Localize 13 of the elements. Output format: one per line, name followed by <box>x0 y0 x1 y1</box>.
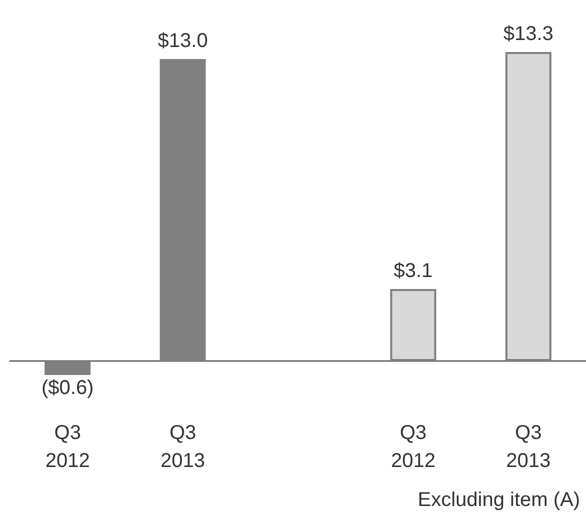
bar <box>390 289 436 362</box>
bar <box>44 361 91 375</box>
bar <box>160 58 206 362</box>
x-tick-label: Q3 2012 <box>45 422 90 472</box>
x-tick-label: Q3 2013 <box>160 422 206 472</box>
data-label: ($0.6) <box>41 377 94 399</box>
text: Excluding item (A) <box>418 489 580 511</box>
x-tick-label: Q3 2012 <box>390 422 436 472</box>
data-label: $3.1 <box>394 260 433 282</box>
data-label: $13.0 <box>158 30 208 52</box>
data-label: $13.3 <box>503 23 554 45</box>
bar <box>505 52 552 362</box>
x-tick-label: Q3 2013 <box>506 422 551 472</box>
